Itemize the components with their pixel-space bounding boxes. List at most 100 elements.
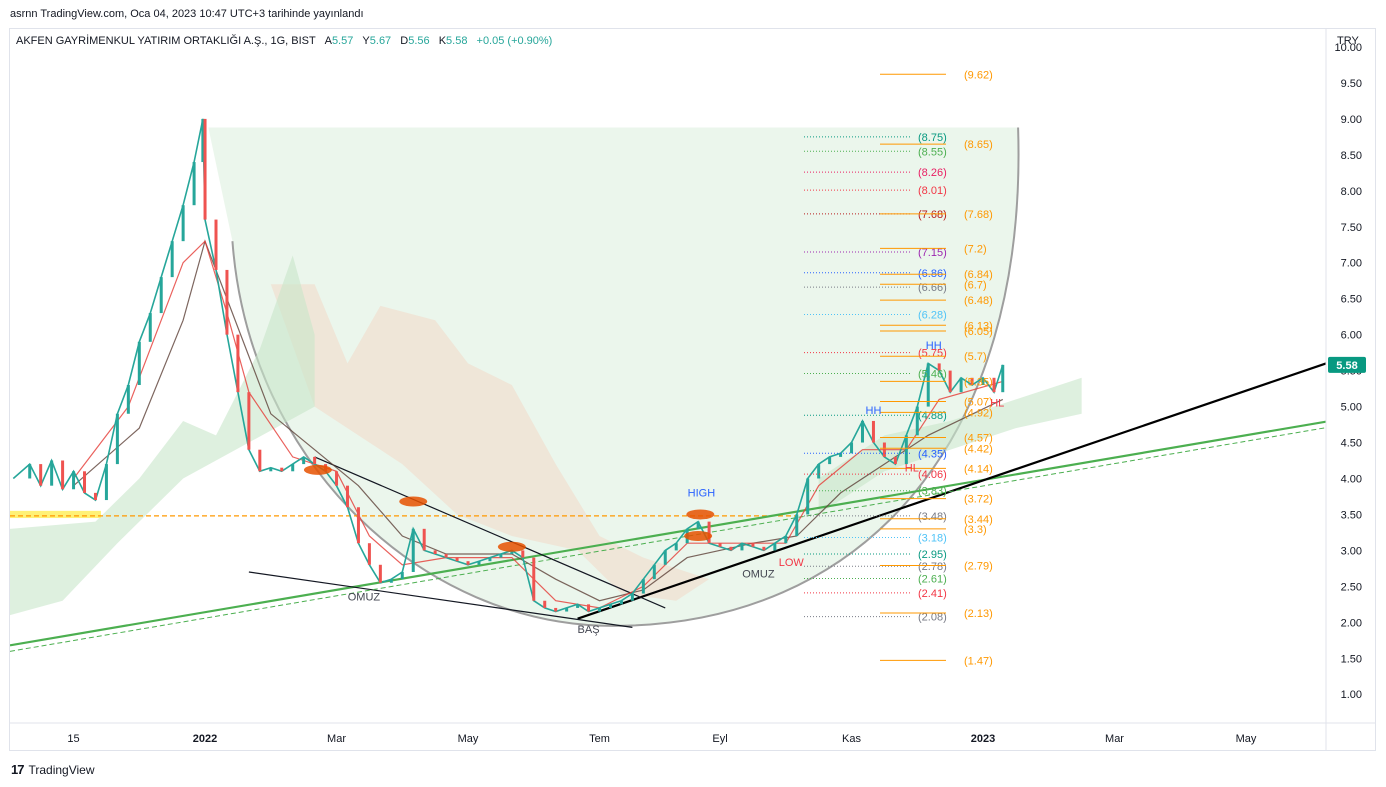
candle: [828, 456, 832, 465]
candle: [201, 118, 205, 163]
candle: [313, 456, 317, 465]
marker-ellipse: [303, 464, 332, 475]
fib-left-label: (7.15): [918, 247, 947, 259]
candle: [389, 579, 393, 583]
y-tick-label: 6.50: [1341, 294, 1362, 306]
annotation-label: OMUZ: [348, 592, 381, 604]
candle: [400, 571, 404, 580]
candle: [817, 464, 821, 479]
candle: [214, 219, 218, 270]
fib-left-label: (2.61): [918, 573, 947, 585]
y-tick-label: 3.00: [1341, 545, 1362, 557]
candle: [740, 543, 744, 551]
symbol-name[interactable]: AKFEN GAYRİMENKUL YATIRIM ORTAKLIĞI A.Ş.…: [16, 35, 316, 47]
fib-left-label: (8.01): [918, 185, 947, 197]
candle: [302, 456, 306, 465]
candle: [948, 370, 952, 393]
candle: [203, 118, 207, 220]
candle: [422, 528, 426, 551]
candle: [674, 543, 678, 551]
fib-right-label: (2.13): [964, 608, 993, 620]
fib-right-label: (1.47): [964, 655, 993, 667]
candle: [137, 341, 141, 385]
candle: [345, 485, 349, 508]
close-label: K: [438, 35, 447, 47]
y-tick-label: 2.50: [1341, 581, 1362, 593]
candle: [806, 478, 810, 515]
annotation-label: HL: [990, 398, 1004, 410]
candle: [444, 553, 448, 558]
cloud-green-left: [10, 255, 315, 616]
footer-brand-text: TradingView: [28, 762, 95, 777]
candle: [28, 464, 32, 479]
highlight-band: [10, 510, 101, 519]
cup-arc: [231, 127, 1020, 627]
symbol-legend: AKFEN GAYRİMENKUL YATIRIM ORTAKLIĞI A.Ş.…: [16, 35, 552, 47]
trend-line-neck-lower[interactable]: [248, 571, 633, 628]
candle: [258, 449, 262, 472]
candle: [871, 420, 875, 443]
high-label: Y: [362, 35, 370, 47]
candle: [411, 528, 415, 572]
candle: [587, 604, 591, 612]
candle: [477, 561, 481, 565]
fib-right-label: (6.84): [964, 269, 993, 281]
annotation-label: BAŞ: [578, 624, 600, 636]
price-series[interactable]: [12, 118, 1004, 613]
fib-right-label: (5.7): [964, 351, 987, 363]
candle: [751, 543, 755, 547]
marker-ellipse: [497, 541, 526, 552]
candle: [882, 442, 886, 457]
candle: [576, 604, 580, 608]
y-tick-label: 6.00: [1341, 330, 1362, 342]
candle: [926, 363, 930, 407]
fib-right-label: (7.68): [964, 209, 993, 221]
candle: [904, 435, 908, 465]
trend-line-green-support[interactable]: [10, 420, 1326, 647]
open-value: 5.57: [331, 35, 354, 47]
candle: [937, 363, 941, 371]
fib-left-label: (5.46): [918, 368, 947, 380]
candle: [992, 377, 996, 393]
candle: [50, 460, 54, 486]
low-value: 5.56: [408, 35, 430, 47]
candle: [915, 406, 919, 436]
candle: [707, 521, 711, 544]
candle: [83, 471, 87, 493]
candle: [619, 600, 623, 605]
candle: [795, 514, 799, 537]
y-tick-label: 8.00: [1341, 186, 1362, 198]
candle: [466, 561, 470, 565]
candle: [762, 546, 766, 551]
fib-right-label: (9.62): [964, 69, 993, 81]
candle: [970, 377, 974, 385]
fib-right-label: (4.42): [964, 443, 993, 455]
trend-line-neck-upper[interactable]: [314, 456, 666, 609]
fib-left-label: (6.28): [918, 310, 947, 322]
fib-left-label: (2.08): [918, 612, 947, 624]
candle: [181, 205, 185, 242]
fib-left-label: (8.75): [918, 132, 947, 144]
y-tick-label: 9.50: [1341, 78, 1362, 90]
x-tick-label: Mar: [1105, 733, 1124, 745]
candle: [192, 162, 196, 206]
x-tick-label: 2022: [193, 733, 217, 745]
y-tick-label: 8.50: [1341, 150, 1362, 162]
fib-right-label: (4.57): [964, 432, 993, 444]
x-tick-label: May: [458, 733, 479, 745]
candle: [269, 467, 273, 472]
candle: [367, 543, 371, 565]
fib-left-label: (3.83): [918, 486, 947, 498]
candle: [39, 464, 43, 486]
y-tick-label: 10.00: [1334, 42, 1362, 54]
x-tick-label: Kas: [842, 733, 861, 745]
y-tick-label: 9.00: [1341, 114, 1362, 126]
last-price-label: 5.58: [1336, 360, 1357, 372]
fib-left-label: (2.41): [918, 588, 947, 600]
fib-right-label: (7.2): [964, 243, 987, 255]
y-tick-label: 4.50: [1341, 438, 1362, 450]
fib-right-label: (4.14): [964, 463, 993, 475]
candle: [1001, 364, 1005, 393]
candle: [247, 392, 251, 450]
